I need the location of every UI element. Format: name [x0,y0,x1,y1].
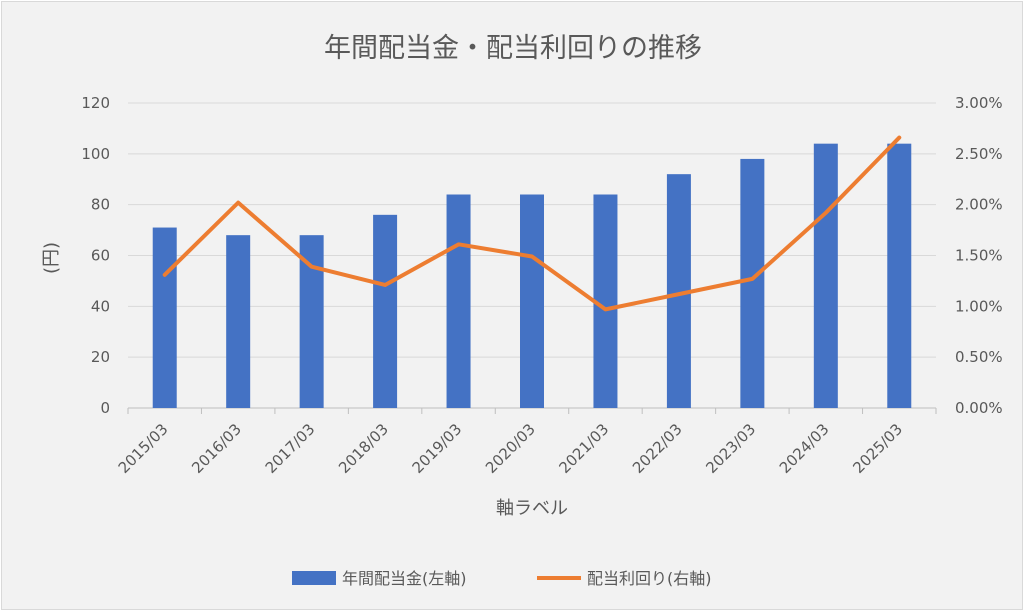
x-tick-label: 2018/03 [335,420,392,477]
x-tick-label: 2020/03 [482,420,539,477]
x-tick-label: 2023/03 [702,420,759,477]
bar [152,227,177,408]
y-tick-label: 100 [81,145,110,163]
y2-tick-label: 0.50% [955,348,1003,366]
chart-title: 年間配当金・配当利回りの推移 [324,33,702,64]
x-tick-label: 2021/03 [555,420,612,477]
x-axis-ticks: 2015/03 2016/03 2017/03 2018/03 2019/03 2020/… [115,420,906,477]
y2-tick-label: 1.00% [955,297,1003,315]
right-axis-ticks: 0.00% 0.50% 1.00% 1.50% 2.00% 2.50% 3.00% [955,94,1003,417]
y2-tick-label: 2.00% [955,196,1003,214]
x-tick-label: 2025/03 [849,420,906,477]
bar-series [152,143,912,408]
legend-line-label: 配当利回り(右軸) [587,569,712,588]
y-tick-label: 0 [100,399,110,417]
y-tick-label: 20 [91,348,110,366]
x-tick-label: 2024/03 [776,420,833,477]
legend: 年間配当金(左軸) 配当利回り(右軸) [292,569,712,588]
y-tick-label: 40 [91,297,110,315]
bar [740,158,765,408]
y2-tick-label: 2.50% [955,145,1003,163]
left-axis-ticks: 0 20 40 60 80 100 120 [81,94,110,417]
y-axis-title: (円) [41,242,62,274]
y-tick-label: 120 [81,94,110,112]
legend-bar-swatch [292,571,336,585]
bar [887,143,912,408]
yield-line [162,135,902,312]
x-tick-label: 2017/03 [262,420,319,477]
x-tick-label: 2015/03 [115,420,172,477]
y2-tick-label: 1.50% [955,247,1003,265]
bar [520,194,544,408]
x-axis-title: 軸ラベル [496,498,568,519]
y2-tick-label: 0.00% [955,399,1003,417]
y-tick-label: 60 [91,247,110,265]
bar [226,235,251,408]
legend-bar-label: 年間配当金(左軸) [342,569,467,588]
bar [813,143,838,408]
x-tick-label: 2022/03 [629,420,686,477]
line-series [162,135,902,312]
x-tick-label: 2016/03 [188,420,245,477]
x-tick-label: 2019/03 [409,420,466,477]
bar [373,214,398,408]
bar [446,194,471,408]
y-tick-label: 80 [91,196,110,214]
bar [299,235,324,408]
y2-tick-label: 3.00% [955,94,1003,112]
